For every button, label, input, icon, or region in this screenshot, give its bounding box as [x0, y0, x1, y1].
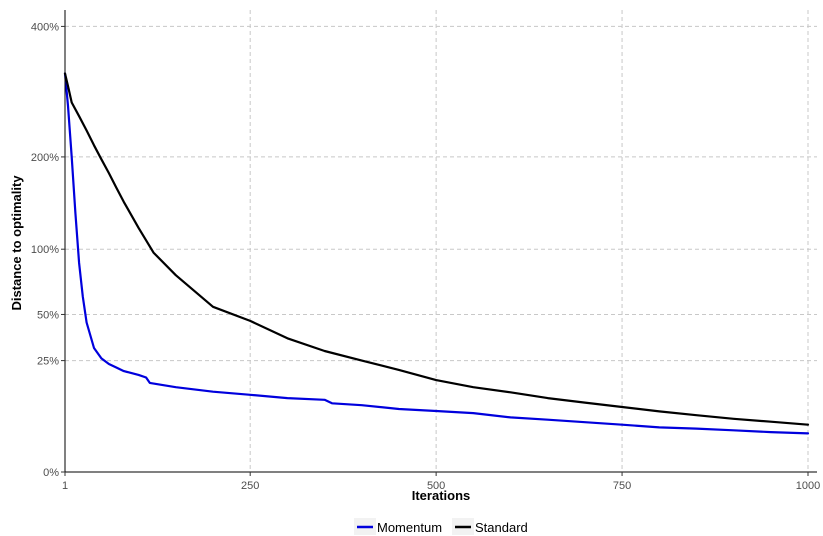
x-axis-title: Iterations: [412, 488, 471, 503]
legend-label: Momentum: [377, 520, 442, 535]
series-layer: [63, 72, 810, 435]
series-line-momentum: [63, 72, 810, 435]
legend: Momentum Standard: [354, 518, 528, 535]
grid-lines: [64, 10, 817, 472]
series-line-standard: [63, 72, 810, 426]
y-axis-title: Distance to optimality: [9, 175, 24, 311]
legend-item-momentum: Momentum: [354, 518, 442, 535]
x-axis-ticks: 1 250 500 750 1000: [62, 472, 820, 492]
y-tick-label: 50%: [37, 309, 59, 321]
y-tick-label: 200%: [31, 152, 59, 164]
x-tick-label: 500: [427, 480, 445, 492]
legend-label: Standard: [475, 520, 528, 535]
legend-item-standard: Standard: [452, 518, 528, 535]
y-tick-label: 100%: [31, 244, 59, 256]
y-axis-ticks: 0% 25% 50% 100% 200% 400%: [31, 21, 65, 479]
x-tick-label: 1: [62, 480, 68, 492]
axes: [64, 10, 817, 473]
x-tick-label: 1000: [796, 480, 820, 492]
y-tick-label: 400%: [31, 21, 59, 33]
y-tick-label: 0%: [43, 467, 59, 479]
x-tick-label: 250: [241, 480, 259, 492]
y-tick-label: 25%: [37, 356, 59, 368]
x-tick-label: 750: [613, 480, 631, 492]
